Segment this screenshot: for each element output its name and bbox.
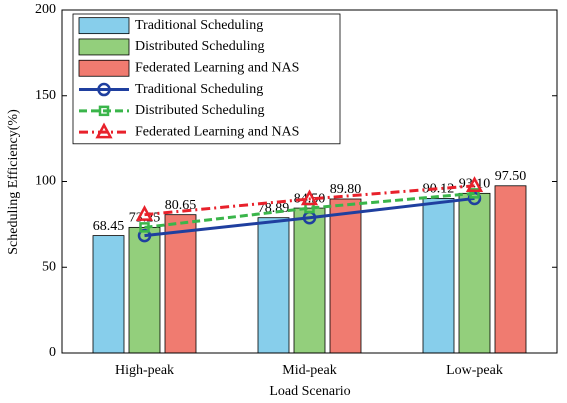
data-label: 97.50 <box>495 169 527 184</box>
legend-swatch <box>78 59 130 77</box>
legend-box <box>72 13 341 145</box>
bar <box>458 192 491 354</box>
legend: Traditional Scheduling Distributed Schedu… <box>72 13 341 145</box>
line <box>144 191 475 229</box>
line-marker <box>139 222 150 233</box>
y-tick-label: 100 <box>35 174 56 189</box>
legend-label: Federated Learning and NAS <box>135 60 299 75</box>
legend-label: Traditional Scheduling <box>135 82 263 97</box>
y-tick-label: 0 <box>49 345 56 360</box>
bar <box>422 198 455 354</box>
line-marker <box>135 205 154 221</box>
x-tick-label: High-peak <box>115 363 174 378</box>
bar <box>164 214 197 354</box>
bar <box>293 207 326 354</box>
bar <box>92 235 125 354</box>
bar <box>329 198 362 354</box>
data-label: 80.65 <box>165 198 197 213</box>
legend-marker <box>95 122 113 139</box>
legend-label: Distributed Scheduling <box>135 39 265 54</box>
legend-marker <box>97 82 111 97</box>
y-tick-label: 150 <box>35 88 56 103</box>
x-axis-label: Load Scenario <box>269 384 350 399</box>
legend-swatch <box>78 38 130 56</box>
line <box>144 196 475 238</box>
plot-frame <box>61 9 558 354</box>
legend-swatch <box>78 17 130 35</box>
legend-label: Federated Learning and NAS <box>135 124 299 139</box>
x-tick-label: Low-peak <box>446 363 503 378</box>
bar <box>257 217 290 354</box>
data-label: 90.12 <box>423 182 455 197</box>
line-marker <box>467 191 482 206</box>
data-label: 89.80 <box>330 182 362 197</box>
data-label: 68.45 <box>93 219 125 234</box>
legend-label: Traditional Scheduling <box>135 18 263 33</box>
line-marker <box>137 228 152 243</box>
line-marker <box>300 189 319 206</box>
line-marker <box>465 176 484 193</box>
line <box>144 184 475 217</box>
legend-label: Distributed Scheduling <box>135 103 265 118</box>
y-tick-label: 200 <box>35 2 56 17</box>
x-tick-label: Mid-peak <box>282 363 336 378</box>
legend-marker <box>98 105 110 117</box>
bar <box>128 226 161 354</box>
line-marker <box>469 188 480 199</box>
y-tick-label: 50 <box>42 259 56 274</box>
bar <box>494 185 527 354</box>
y-axis-label: Scheduling Efficiency(%) <box>6 109 21 255</box>
